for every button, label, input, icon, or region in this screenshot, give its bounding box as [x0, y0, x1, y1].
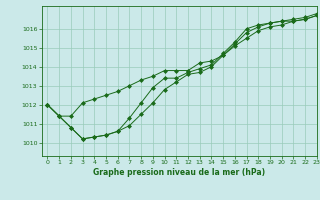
X-axis label: Graphe pression niveau de la mer (hPa): Graphe pression niveau de la mer (hPa)	[93, 168, 265, 177]
